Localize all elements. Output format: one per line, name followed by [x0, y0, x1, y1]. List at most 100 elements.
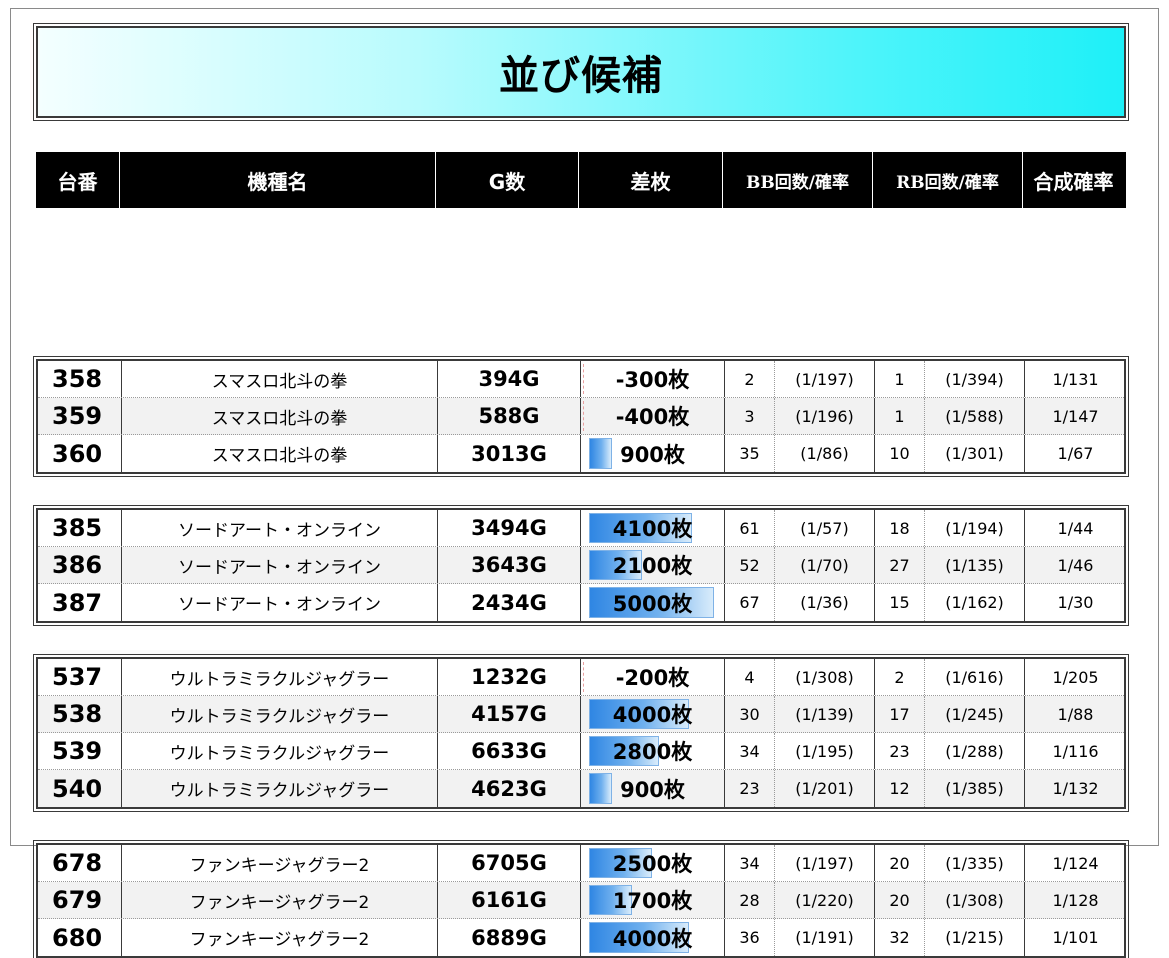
rb-count-cell: 1: [875, 361, 925, 397]
coin-diff-value: 900枚: [620, 777, 685, 802]
machine-name-cell: スマスロ北斗の拳: [122, 398, 438, 434]
rb-count-cell: 1: [875, 398, 925, 434]
machine-group: 678 ファンキージャグラー2 6705G 2500枚 34 (1/197) 20 (1/33…: [33, 840, 1129, 958]
rb-rate-cell: (1/588): [925, 398, 1025, 434]
coin-diff-cell: -400枚: [581, 398, 725, 434]
game-count-cell: 6161G: [438, 882, 581, 918]
combined-rate-cell: 1/116: [1052, 741, 1099, 761]
coin-diff-value: 2100枚: [612, 554, 693, 578]
bb-rate-cell: (1/196): [775, 398, 875, 434]
bb-rate-cell: (1/197): [775, 845, 875, 881]
page-title: 並び候補: [499, 53, 663, 99]
machine-group: 385 ソードアート・オンライン 3494G 4100枚 61 (1/57) 18 (1/19…: [33, 505, 1129, 626]
rb-rate-cell: (1/385): [925, 770, 1025, 807]
coin-diff-cell: 4000枚: [581, 696, 725, 732]
bb-rate-cell: (1/308): [775, 659, 875, 695]
combined-rate-cell: 1/88: [1057, 704, 1094, 724]
bb-rate-cell: (1/195): [775, 733, 875, 769]
table-header: 台番 機種名 G数 差枚 BB回数/確率 RB回数/確率 合成確率: [36, 152, 1126, 208]
bb-rate-cell: (1/139): [775, 696, 875, 732]
rb-rate-cell: (1/215): [925, 919, 1025, 956]
machine-name-cell: ウルトラミラクルジャグラー: [122, 696, 438, 732]
coin-diff-value: -200枚: [615, 666, 690, 690]
bb-rate-cell: (1/201): [775, 770, 875, 807]
combined-rate-cell: 1/205: [1052, 667, 1099, 687]
combined-rate-cell: 1/67: [1057, 444, 1094, 463]
rb-rate-cell: (1/162): [925, 584, 1025, 621]
diff-bar: [589, 736, 659, 766]
game-count-cell: 4623G: [438, 770, 581, 807]
bb-count-cell: 23: [725, 770, 775, 807]
machine-number-cell: 679: [38, 882, 122, 918]
bb-count-cell: 2: [725, 361, 775, 397]
coin-diff-cell: 2100枚: [581, 547, 725, 583]
diff-bar: [589, 550, 642, 580]
game-count-cell: 6889G: [438, 919, 581, 956]
diff-bar: [589, 438, 612, 469]
bb-rate-cell: (1/70): [775, 547, 875, 583]
machine-number-cell: 360: [38, 435, 122, 472]
machine-name-cell: ウルトラミラクルジャグラー: [122, 770, 438, 807]
machine-group: 358 スマスロ北斗の拳 394G -300枚 2 (1/197) 1 (1/394) 1/13…: [33, 356, 1129, 477]
coin-diff-value: 4000枚: [612, 703, 693, 727]
rb-rate-cell: (1/245): [925, 696, 1025, 732]
coin-diff-cell: 4100枚: [581, 510, 725, 546]
machine-number-cell: 387: [38, 584, 122, 621]
rb-count-cell: 18: [875, 510, 925, 546]
rb-count-cell: 10: [875, 435, 925, 472]
diff-bar: [589, 513, 692, 543]
diff-negative-marker: [583, 662, 585, 692]
machine-name-cell: ソードアート・オンライン: [122, 547, 438, 583]
rb-rate-cell: (1/135): [925, 547, 1025, 583]
rb-count-cell: 17: [875, 696, 925, 732]
title-banner: 並び候補: [33, 23, 1129, 121]
rb-count-cell: 23: [875, 733, 925, 769]
rb-rate-cell: (1/301): [925, 435, 1025, 472]
rb-count-cell: 27: [875, 547, 925, 583]
table-row: 537 ウルトラミラクルジャグラー 1232G -200枚 4 (1/308) 2 (1/61…: [38, 659, 1124, 696]
header-combined: 合成確率: [1033, 169, 1114, 194]
bb-count-cell: 4: [725, 659, 775, 695]
bb-count-cell: 30: [725, 696, 775, 732]
game-count-cell: 6705G: [438, 845, 581, 881]
rb-rate-cell: (1/288): [925, 733, 1025, 769]
table-row: 359 スマスロ北斗の拳 588G -400枚 3 (1/196) 1 (1/588) 1/14…: [38, 398, 1124, 435]
coin-diff-value: 4000枚: [612, 926, 693, 951]
bb-count-cell: 3: [725, 398, 775, 434]
game-count-cell: 588G: [438, 398, 581, 434]
coin-diff-cell: 900枚: [581, 435, 725, 472]
rb-rate-cell: (1/308): [925, 882, 1025, 918]
bb-rate-cell: (1/86): [775, 435, 875, 472]
combined-rate-cell: 1/128: [1052, 890, 1099, 910]
machine-group: 537 ウルトラミラクルジャグラー 1232G -200枚 4 (1/308) 2 (1/61…: [33, 654, 1129, 812]
game-count-cell: 6633G: [438, 733, 581, 769]
game-count-cell: 394G: [438, 361, 581, 397]
bb-rate-cell: (1/57): [775, 510, 875, 546]
table-row: 387 ソードアート・オンライン 2434G 5000枚 67 (1/36) 15 (1/16…: [38, 584, 1124, 621]
machine-number-cell: 537: [38, 659, 122, 695]
coin-diff-value: 4100枚: [612, 517, 693, 541]
header-diff: 差枚: [579, 152, 723, 208]
machine-number-cell: 680: [38, 919, 122, 956]
machine-number-cell: 540: [38, 770, 122, 807]
header-rb: RB回数/確率: [873, 152, 1023, 208]
combined-rate-cell: 1/124: [1052, 853, 1099, 873]
bb-count-cell: 34: [725, 845, 775, 881]
machine-name-cell: ウルトラミラクルジャグラー: [122, 659, 438, 695]
table-row: 680 ファンキージャグラー2 6889G 4000枚 36 (1/191) 32 (1/21…: [38, 919, 1124, 956]
coin-diff-value: 900枚: [620, 442, 685, 467]
bb-count-cell: 28: [725, 882, 775, 918]
table-row: 385 ソードアート・オンライン 3494G 4100枚 61 (1/57) 18 (1/19…: [38, 510, 1124, 547]
table-row: 386 ソードアート・オンライン 3643G 2100枚 52 (1/70) 27 (1/13…: [38, 547, 1124, 584]
machine-name-cell: スマスロ北斗の拳: [122, 361, 438, 397]
table-row: 539 ウルトラミラクルジャグラー 6633G 2800枚 34 (1/195) 23 (1/…: [38, 733, 1124, 770]
coin-diff-value: 2800枚: [612, 740, 693, 764]
table-row: 678 ファンキージャグラー2 6705G 2500枚 34 (1/197) 20 (1/33…: [38, 845, 1124, 882]
game-count-cell: 2434G: [438, 584, 581, 621]
machine-number-cell: 386: [38, 547, 122, 583]
diff-bar: [589, 773, 612, 804]
machine-name-cell: ファンキージャグラー2: [122, 919, 438, 956]
table-row: 540 ウルトラミラクルジャグラー 4623G 900枚 23 (1/201) 12 (1/3…: [38, 770, 1124, 807]
coin-diff-cell: 900枚: [581, 770, 725, 807]
rb-count-cell: 20: [875, 845, 925, 881]
